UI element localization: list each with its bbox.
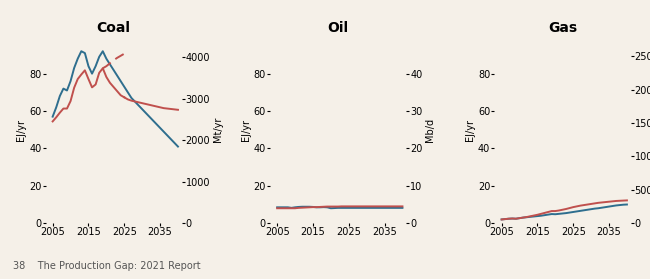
Y-axis label: Mt/yr: Mt/yr bbox=[213, 117, 223, 142]
Y-axis label: EJ/yr: EJ/yr bbox=[240, 119, 251, 141]
Y-axis label: Mb/d: Mb/d bbox=[425, 118, 436, 142]
Text: 38    The Production Gap: 2021 Report: 38 The Production Gap: 2021 Report bbox=[13, 261, 201, 271]
Title: Oil: Oil bbox=[328, 21, 348, 35]
Title: Coal: Coal bbox=[96, 21, 131, 35]
Y-axis label: EJ/yr: EJ/yr bbox=[465, 119, 475, 141]
Y-axis label: EJ/yr: EJ/yr bbox=[16, 119, 26, 141]
Title: Gas: Gas bbox=[548, 21, 577, 35]
